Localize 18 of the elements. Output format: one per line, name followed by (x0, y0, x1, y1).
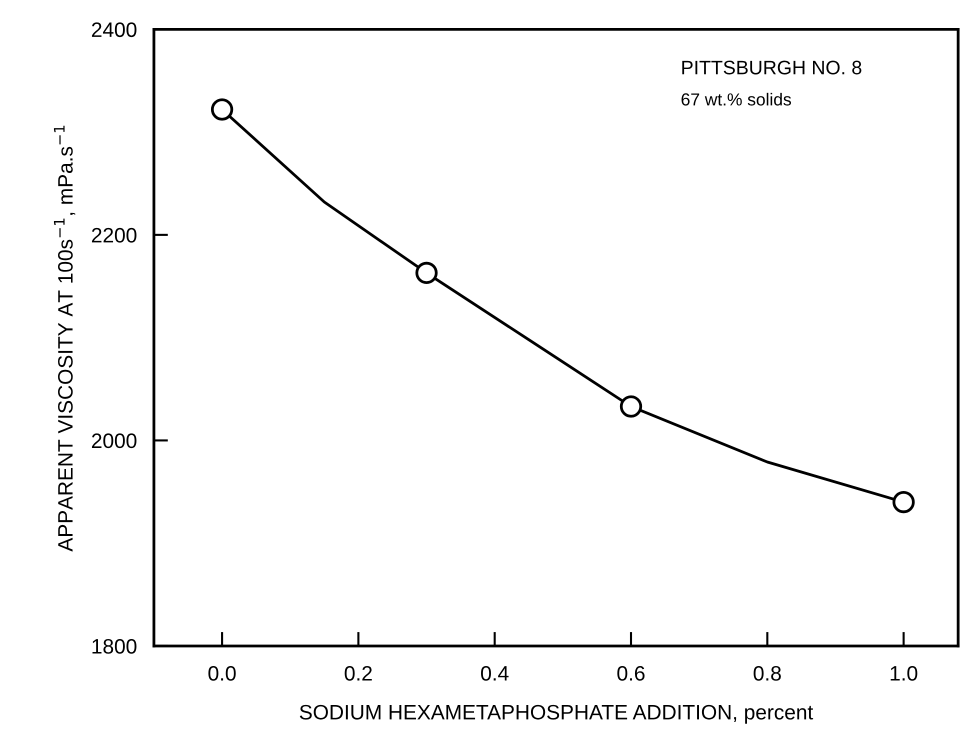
y-tick-label: 2000 (92, 433, 136, 448)
annotation: 67 wt.% solids (682, 92, 792, 106)
x-tick-label: 0.4 (481, 666, 509, 681)
y-tick-label: 2400 (92, 22, 136, 38)
point (892, 490, 915, 514)
annotation: PITTSBURGH NO. 8 (682, 60, 862, 74)
x-tick-label: 0.2 (344, 666, 372, 681)
x-axis-title: SODIUM HEXAMETAPHOSPHATE ADDITION, percent (300, 704, 814, 724)
point (415, 262, 438, 284)
y-tick-label: 1800 (92, 638, 136, 654)
x-tick-label: 0.6 (617, 666, 645, 681)
x-tick-label: 0.8 (754, 666, 781, 681)
y-axis-title: APPARENT VISCOSITY AT 100s$^{−1}$, mPa.s$^{−1}$ (54, 126, 76, 552)
point (620, 395, 642, 418)
x-tick-label: 1.0 (890, 666, 918, 681)
x-tick-label: 0.0 (208, 666, 236, 681)
point (210, 98, 234, 121)
y-tick-label: 2200 (92, 228, 136, 243)
